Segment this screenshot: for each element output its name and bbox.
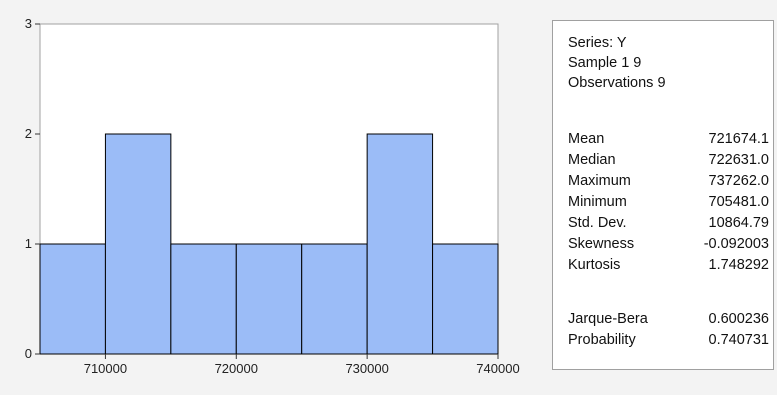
stat-label: Maximum — [568, 173, 631, 189]
statistics-panel: Series: Y Sample 1 9 Observations 9 Mean… — [552, 20, 774, 370]
stat-value: 10864.79 — [708, 215, 769, 231]
histogram-bar — [301, 243, 368, 355]
stat-value: 705481.0 — [708, 194, 769, 210]
stat-row: Skewness -0.092003 — [568, 236, 769, 256]
stat-value: -0.092003 — [703, 236, 769, 252]
series-label: Series: Y — [568, 35, 627, 51]
stat-row: Minimum 705481.0 — [568, 194, 769, 214]
y-tick-label: 0 — [25, 346, 32, 361]
histogram-bar — [39, 243, 106, 355]
y-tick-label: 3 — [25, 16, 32, 31]
stat-row: Maximum 737262.0 — [568, 173, 769, 193]
histogram-chart: 0 1 2 3 710000 720000 730000 740000 — [25, 16, 520, 376]
x-tick-label: 730000 — [345, 361, 388, 376]
stat-row: Mean 721674.1 — [568, 131, 769, 151]
observations-label: Observations 9 — [568, 75, 666, 91]
stat-row: Std. Dev. 10864.79 — [568, 215, 769, 235]
stat-label: Kurtosis — [568, 257, 621, 273]
x-tick-label: 710000 — [84, 361, 127, 376]
stat-label: Std. Dev. — [568, 215, 627, 231]
y-tick-label: 1 — [25, 236, 32, 251]
stat-row: Median 722631.0 — [568, 152, 769, 172]
stat-label: Skewness — [568, 236, 635, 252]
x-tick-label: 740000 — [476, 361, 519, 376]
histogram-bar — [366, 133, 434, 355]
test-label: Jarque-Bera — [568, 311, 648, 327]
stat-label: Mean — [568, 131, 605, 147]
stat-value: 722631.0 — [708, 152, 769, 168]
test-value: 0.740731 — [708, 332, 769, 348]
test-value: 0.600236 — [708, 311, 769, 327]
test-row: Probability 0.740731 — [568, 332, 769, 352]
histogram-bar — [104, 133, 172, 355]
x-tick-label: 720000 — [215, 361, 258, 376]
sample-label: Sample 1 9 — [568, 55, 642, 71]
test-label: Probability — [568, 332, 636, 348]
histogram-bar — [235, 243, 303, 355]
stat-row: Kurtosis 1.748292 — [568, 257, 769, 277]
stat-value: 1.748292 — [708, 257, 769, 273]
stat-label: Median — [568, 152, 616, 168]
y-tick-label: 2 — [25, 126, 32, 141]
test-row: Jarque-Bera 0.600236 — [568, 311, 769, 331]
stat-label: Minimum — [568, 194, 627, 210]
stat-value: 737262.0 — [708, 173, 769, 189]
histogram-bar — [432, 243, 499, 355]
histogram-bar — [170, 243, 237, 355]
stat-value: 721674.1 — [708, 131, 769, 147]
